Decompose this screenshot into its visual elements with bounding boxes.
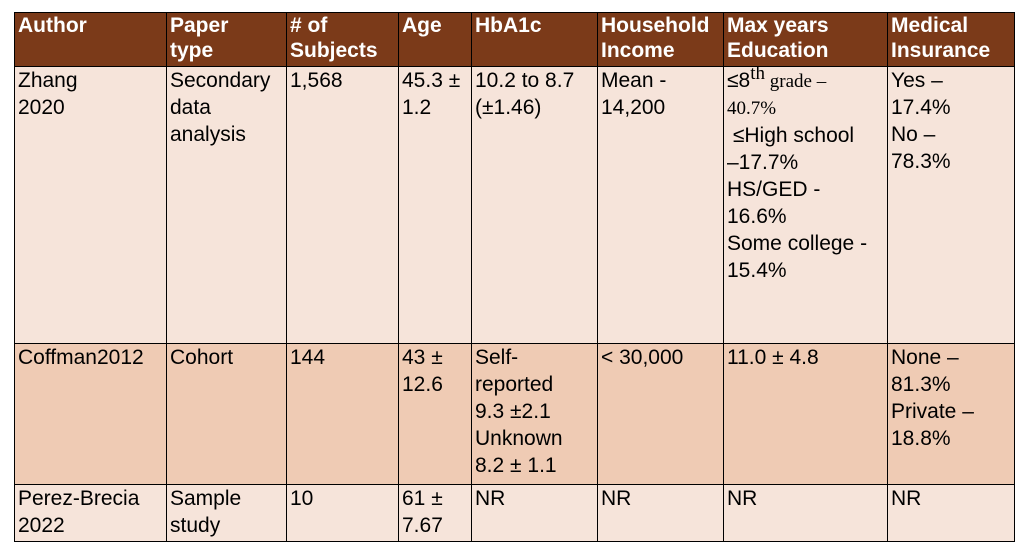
cell-paper-type: Cohort [166,343,287,485]
cell-hba1c: 10.2 to 8.7 (±1.46) [471,66,598,344]
header-education: Max years Education [723,12,888,67]
header-insurance: Medical Insurance [887,12,1015,67]
cell-education: NR [723,484,888,542]
study-comparison-table: Author Paper type # of Subjects Age HbA1… [14,12,1015,542]
cell-income: < 30,000 [597,343,724,485]
cell-subjects: 144 [286,343,399,485]
cell-insurance: None – 81.3% Private – 18.8% [887,343,1015,485]
cell-insurance: NR [887,484,1015,542]
cell-income: Mean - 14,200 [597,66,724,344]
cell-education: ≤8th grade – 40.7% ≤High school –17.7% H… [723,66,888,344]
cell-hba1c: Self- reported 9.3 ±2.1 Unknown 8.2 ± 1.… [471,343,598,485]
cell-hba1c: NR [471,484,598,542]
cell-paper-type: Sample study [166,484,287,542]
cell-subjects: 1,568 [286,66,399,344]
header-paper-type: Paper type [166,12,287,67]
header-subjects: # of Subjects [286,12,399,67]
header-row: Author Paper type # of Subjects Age HbA1… [14,12,1015,67]
table-container: Author Paper type # of Subjects Age HbA1… [14,12,1015,542]
cell-age: 61 ± 7.67 [398,484,472,542]
cell-education: 11.0 ± 4.8 [723,343,888,485]
header-household-income: Household Income [597,12,724,67]
cell-paper-type: Secondary data analysis [166,66,287,344]
cell-income: NR [597,484,724,542]
cell-age: 43 ± 12.6 [398,343,472,485]
table-row: Zhang 2020 Secondary data analysis 1,568… [14,66,1015,344]
header-hba1c: HbA1c [471,12,598,67]
table-row: Coffman2012 Cohort 144 43 ± 12.6 Self- r… [14,343,1015,485]
cell-author: Zhang 2020 [14,66,167,344]
cell-author: Perez-Brecia 2022 [14,484,167,542]
cell-insurance: Yes – 17.4% No – 78.3% [887,66,1015,344]
header-age: Age [398,12,472,67]
cell-author: Coffman2012 [14,343,167,485]
cell-subjects: 10 [286,484,399,542]
header-author: Author [14,12,167,67]
cell-age: 45.3 ± 1.2 [398,66,472,344]
table-row: Perez-Brecia 2022 Sample study 10 61 ± 7… [14,484,1015,542]
education-line: ≤8th grade – [727,66,827,93]
